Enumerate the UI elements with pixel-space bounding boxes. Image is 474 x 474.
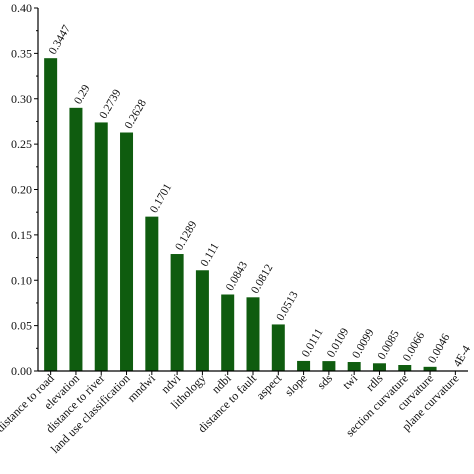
bar [246, 297, 260, 371]
x-tick-label: slope [282, 371, 310, 399]
bar-value-label: 0.29 [72, 83, 93, 107]
y-tick-label: 0.10 [11, 273, 32, 287]
bar-value-label: 0.0046 [426, 332, 452, 366]
y-tick-label: 0.25 [11, 137, 32, 151]
bar [170, 254, 184, 371]
bar [221, 294, 235, 371]
bars-layer [44, 58, 462, 372]
bar-value-label: 0.0066 [401, 330, 427, 364]
y-tick-label: 0.20 [11, 183, 32, 197]
bar-value-label: 0.0111 [300, 327, 326, 360]
bar [423, 366, 437, 371]
bar [69, 107, 83, 371]
bar [94, 122, 108, 371]
bar-value-label: 0.0513 [274, 289, 300, 323]
x-tick-label: mndwi [124, 371, 158, 405]
bar [120, 132, 134, 371]
bar [398, 365, 412, 371]
y-tick-label: 0.05 [11, 319, 32, 333]
bar [297, 360, 311, 371]
bar-value-label: 0.0109 [325, 326, 351, 360]
bar-value-label: 0.0843 [224, 259, 250, 293]
bar-value-label: 0.1289 [173, 219, 199, 253]
bar [322, 361, 336, 371]
bar-value-label: 0.2628 [123, 97, 149, 131]
bar-value-label: 0.111 [199, 241, 222, 269]
bar [145, 216, 159, 371]
y-tick-label: 0.35 [11, 46, 32, 60]
bar [372, 363, 386, 371]
bar-value-label: 0.3447 [47, 23, 73, 57]
bar [195, 270, 209, 371]
bar-value-label: 4E-4 [452, 344, 474, 370]
x-tick-label: aspect [253, 371, 285, 403]
bar [44, 58, 58, 371]
y-tick-label: 0.15 [11, 228, 32, 242]
x-tick-label: twi [340, 371, 361, 392]
bar-value-label: 0.0812 [249, 262, 275, 296]
bar-value-label: 0.0099 [350, 327, 376, 361]
y-tick-label: 0.30 [11, 92, 32, 106]
x-tick-label: sds [314, 371, 335, 392]
y-tick-label: 0.40 [11, 1, 32, 15]
bar-value-label: 0.2739 [97, 87, 123, 121]
bar [271, 324, 285, 371]
y-tick-label: 0.00 [11, 364, 32, 378]
bar-value-label: 0.0085 [376, 328, 402, 362]
bar [347, 362, 361, 371]
bar-value-label: 0.1701 [148, 182, 174, 216]
y-axis: 0.00 0.05 0.10 0.15 0.20 0.25 0.30 0.35 0.40 [11, 1, 39, 378]
